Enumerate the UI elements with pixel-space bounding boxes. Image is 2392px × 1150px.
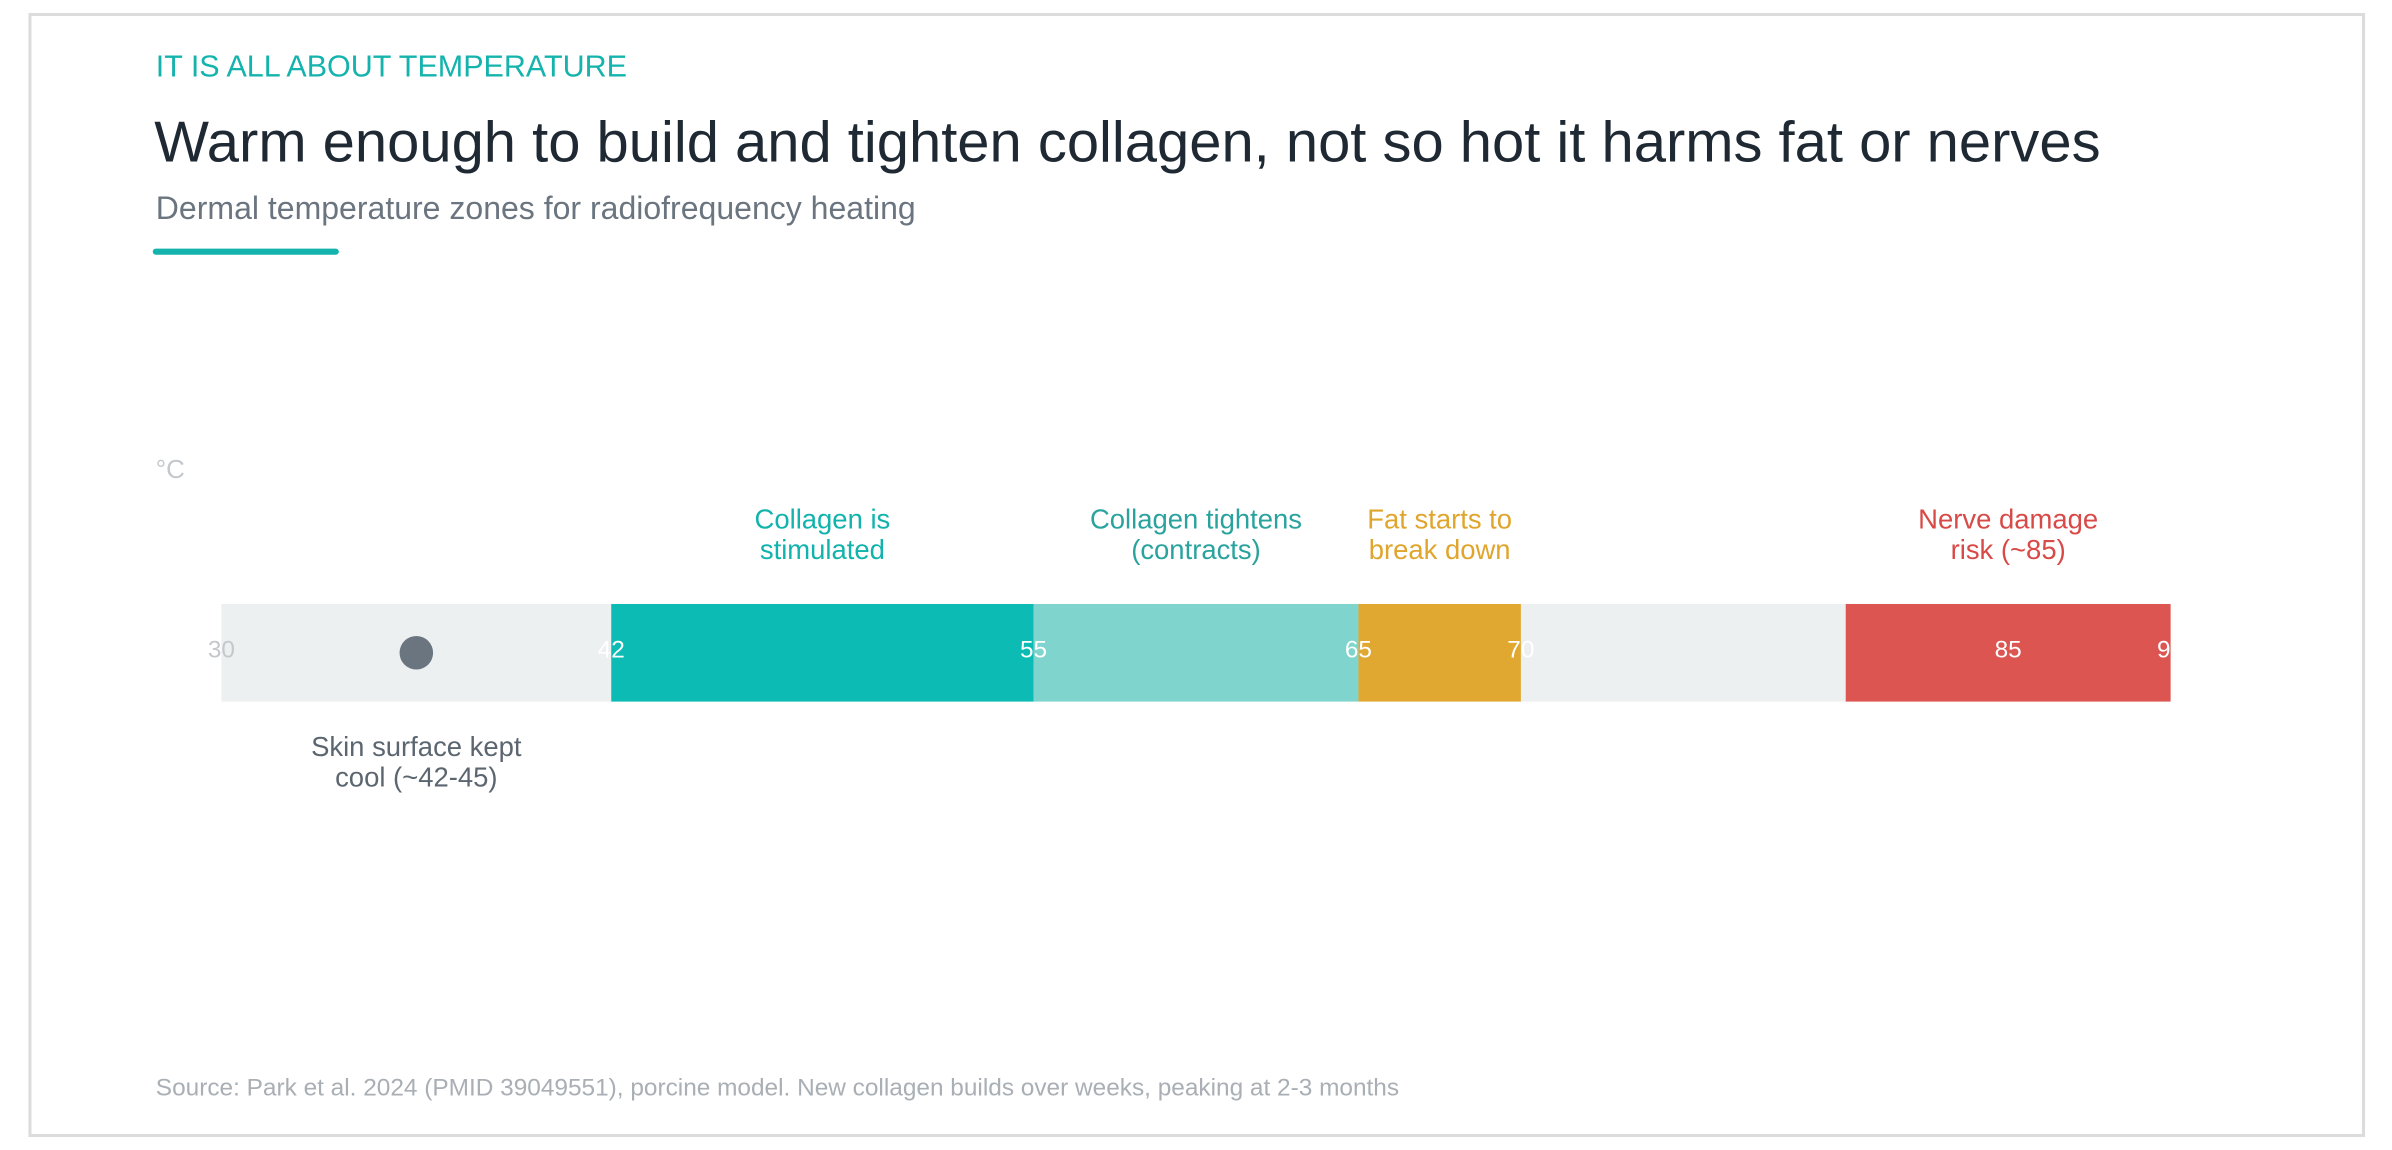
zone-label-line: Nerve damage <box>1918 504 2098 535</box>
x-tick-label: 90 <box>2157 637 2184 664</box>
zone-label-line: Collagen is <box>755 504 891 535</box>
x-tick-label: 85 <box>1995 637 2022 664</box>
zone-label: Nerve damage risk (~85) <box>1918 504 2098 566</box>
zone-label-line: stimulated <box>760 534 885 565</box>
source: Source: Park et al. 2024 (PMID 39049551)… <box>156 1074 1399 1101</box>
x-tick-label: 70 <box>1507 637 1534 664</box>
zone <box>1033 603 1359 702</box>
zone-label-line: Fat starts to <box>1367 504 1512 535</box>
x-tick-label: 65 <box>1345 637 1372 664</box>
zone <box>1358 603 1521 702</box>
subtitle: Dermal temperature zones for radiofreque… <box>156 190 916 226</box>
zone-label-line: Collagen tightens <box>1090 504 1302 535</box>
x-tick-label: 42 <box>598 637 625 664</box>
x-tick-label: 30 <box>208 637 235 664</box>
marker <box>399 636 434 670</box>
marker-label: Skin surface kept cool (~42-45) <box>311 731 522 793</box>
zone <box>1845 603 2171 702</box>
zone-label: Collagen tightens (contracts) <box>1090 504 1302 566</box>
zone <box>611 603 1034 702</box>
eyebrow: IT IS ALL ABOUT TEMPERATURE <box>156 50 627 84</box>
zone-label: Fat starts to break down <box>1367 504 1512 566</box>
chart-title: Warm enough to build and tighten collage… <box>154 111 2100 175</box>
card-border <box>28 12 2366 1138</box>
zone-label: Collagen is stimulated <box>755 504 891 566</box>
marker-label-line: Skin surface kept <box>311 731 522 762</box>
zone-label-line: (contracts) <box>1131 534 1261 565</box>
zone-label-line: break down <box>1369 534 1511 565</box>
marker-label-line: cool (~42-45) <box>335 762 497 793</box>
zone-label-line: risk (~85) <box>1951 534 2066 565</box>
x-tick-label: 55 <box>1020 637 1047 664</box>
accent-line <box>152 248 339 255</box>
unit-label: °C <box>156 456 185 484</box>
